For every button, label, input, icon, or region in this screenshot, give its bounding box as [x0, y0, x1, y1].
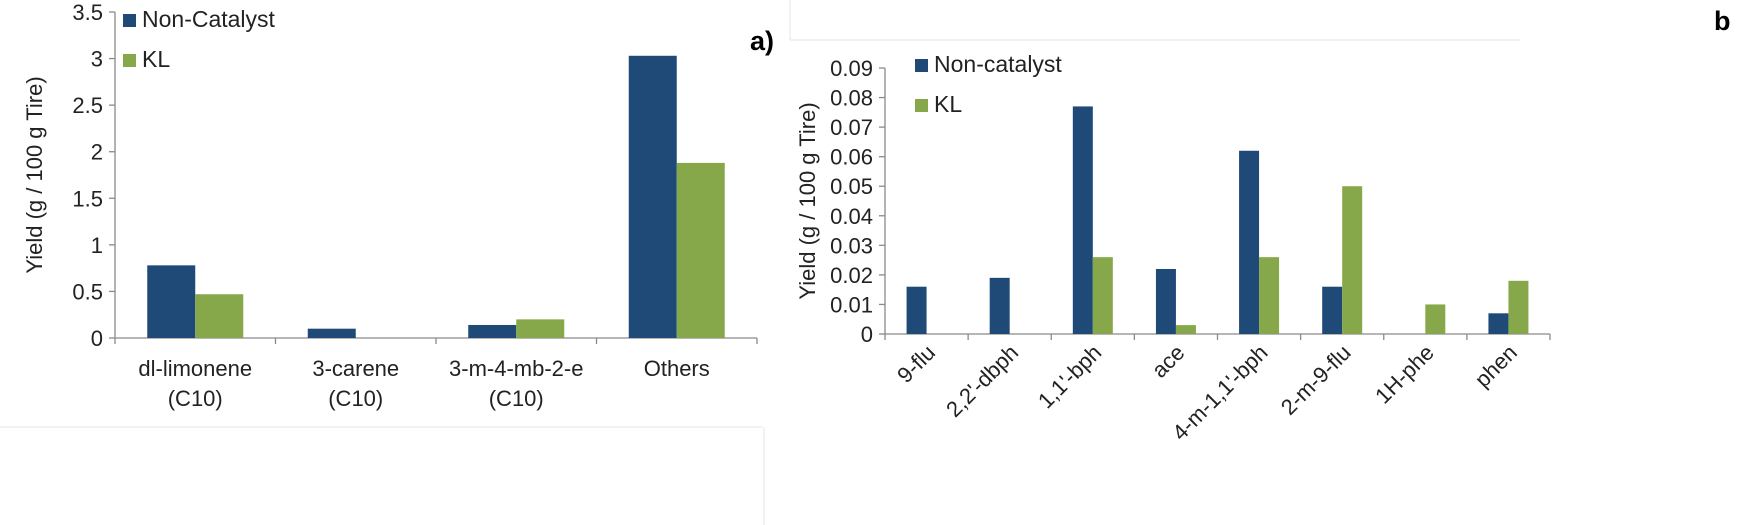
chart-a: 0 0.5 1 1.5 2 2.5 3 3.5 dl-limonene (C10) 3-carene…	[22, 0, 758, 411]
y-tick-label: 3.5	[72, 0, 103, 25]
bar-kl	[1259, 257, 1280, 334]
legend-swatch	[123, 54, 136, 67]
x-tick-label: (C10)	[489, 386, 544, 411]
y-tick-label: 2	[91, 140, 103, 165]
bar-kl	[1425, 304, 1446, 334]
y-tick-label: 1	[91, 233, 103, 258]
x-tick-label: 9-flu	[892, 340, 940, 388]
y-tick-label: 0.09	[830, 56, 873, 81]
chart-b: 0 0.01 0.02 0.03 0.04 0.05 0.06 0.07 0.08 0.09 9-f…	[795, 51, 1551, 445]
bar-kl	[516, 319, 565, 338]
panel-label-b: b	[1714, 6, 1731, 36]
bar-non-catalyst	[1155, 268, 1176, 334]
y-tick-label: 0.04	[830, 204, 873, 229]
bar-non-catalyst	[468, 324, 517, 338]
legend-swatch	[915, 59, 928, 72]
bar-non-catalyst	[147, 265, 196, 338]
y-tick-label: 0.08	[830, 86, 873, 111]
bar-non-catalyst	[906, 286, 927, 334]
legend-label: Non-catalyst	[934, 51, 1062, 77]
y-tick-label: 1.5	[72, 186, 103, 211]
y-tick-label: 0.02	[830, 263, 873, 288]
bar-kl	[676, 162, 725, 338]
bar-non-catalyst	[1239, 150, 1260, 334]
bar-non-catalyst	[989, 277, 1010, 334]
bar-non-catalyst	[1322, 286, 1343, 334]
bar-kl	[1508, 280, 1529, 334]
x-tick-label: 2,2'-dbph	[941, 340, 1023, 422]
x-tick-label: 2-m-9-flu	[1276, 340, 1356, 420]
bar-kl	[1342, 186, 1363, 334]
x-tick-label: phen	[1470, 340, 1522, 392]
y-tick-label: 2.5	[72, 93, 103, 118]
legend-swatch	[123, 14, 136, 27]
x-tick-label: 3-m-4-mb-2-e	[449, 356, 583, 381]
bar-non-catalyst	[1072, 106, 1093, 334]
y-axis-label: Yield (g / 100 g Tire)	[22, 76, 47, 273]
y-tick-label: 0.05	[830, 174, 873, 199]
bar-non-catalyst	[307, 328, 356, 338]
x-tick-label: Others	[644, 356, 710, 381]
legend-label: KL	[934, 91, 962, 117]
legend-label: Non-Catalyst	[142, 6, 276, 32]
y-tick-label: 0.07	[830, 115, 873, 140]
y-axis-label: Yield (g / 100 g Tire)	[795, 102, 820, 299]
panel-label-a: a)	[750, 26, 774, 56]
bar-kl	[1092, 257, 1113, 334]
legend-swatch	[915, 99, 928, 112]
x-tick-label: (C10)	[168, 386, 223, 411]
x-tick-label: 1,1'-bph	[1033, 340, 1106, 413]
x-tick-label: 3-carene	[312, 356, 399, 381]
x-tick-label: dl-limonene	[138, 356, 252, 381]
y-tick-label: 0.01	[830, 292, 873, 317]
x-tick-label: 1H-phe	[1370, 340, 1439, 409]
x-tick-label: ace	[1147, 340, 1190, 383]
y-tick-label: 0.5	[72, 279, 103, 304]
x-tick-label: (C10)	[328, 386, 383, 411]
bar-kl	[1175, 325, 1196, 334]
y-tick-label: 0	[91, 326, 103, 351]
y-tick-label: 0.06	[830, 145, 873, 170]
y-tick-label: 0.03	[830, 233, 873, 258]
bar-non-catalyst	[1488, 313, 1509, 334]
bar-kl	[195, 294, 244, 338]
y-tick-label: 3	[91, 47, 103, 72]
y-tick-label: 0	[861, 322, 873, 347]
legend-label: KL	[142, 46, 170, 72]
bar-non-catalyst	[628, 55, 677, 339]
